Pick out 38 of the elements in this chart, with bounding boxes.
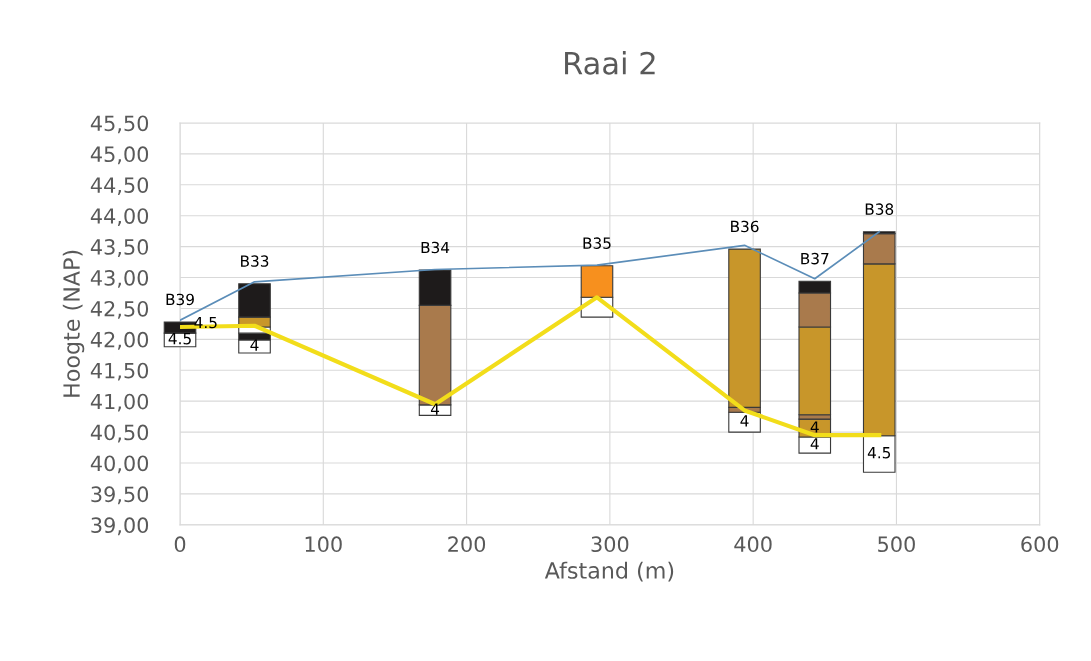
x-tick-label: 100: [305, 536, 342, 553]
y-tick-label: 41,00: [90, 393, 149, 412]
annotation: B34: [421, 241, 450, 254]
x-tick-label: 200: [448, 536, 486, 553]
x-tick-label: 600: [1021, 536, 1059, 553]
annotation: B35: [583, 237, 611, 249]
y-tick-label: 44,50: [90, 177, 149, 196]
annotation: B36: [731, 220, 759, 233]
annotation: B33: [241, 255, 269, 267]
annotation: 4: [740, 415, 749, 427]
annotation: 4.5: [168, 333, 191, 345]
annotation: B37: [801, 252, 829, 265]
y-tick-label: 40,50: [90, 424, 149, 443]
y-tick-label: 39,50: [91, 486, 149, 505]
y-tick-label: 39,00: [91, 517, 149, 536]
annotation: 4: [810, 421, 819, 433]
y-tick-label: 41,50: [90, 362, 149, 381]
y-tick-label: 45,00: [90, 146, 149, 165]
y-tick-label: 44,00: [90, 208, 149, 227]
annotation: 4: [810, 438, 819, 450]
annotation: 4: [250, 339, 259, 351]
x-axis-title: Afstand (m): [544, 561, 674, 582]
y-tick-label: 40,00: [90, 455, 149, 474]
x-tick-label: 400: [734, 536, 772, 553]
annotation: 4.5: [867, 447, 891, 459]
y-tick-label: 42,00: [90, 331, 149, 350]
y-axis-title: Hoogte (NAP): [62, 250, 85, 397]
annotation: B38: [865, 203, 894, 215]
annotation: B39: [166, 293, 194, 306]
x-tick-label: 300: [591, 536, 629, 553]
x-tick-label: 500: [878, 536, 915, 553]
y-tick-label: 43,50: [90, 239, 149, 257]
y-tick-label: 45,50: [90, 115, 149, 134]
annotation: 4: [430, 403, 440, 415]
x-tick-label: 0: [174, 536, 186, 553]
y-tick-label: 43,00: [90, 269, 149, 288]
y-tick-label: 42,50: [90, 300, 149, 319]
chart-title: Raai 2: [565, 51, 655, 75]
